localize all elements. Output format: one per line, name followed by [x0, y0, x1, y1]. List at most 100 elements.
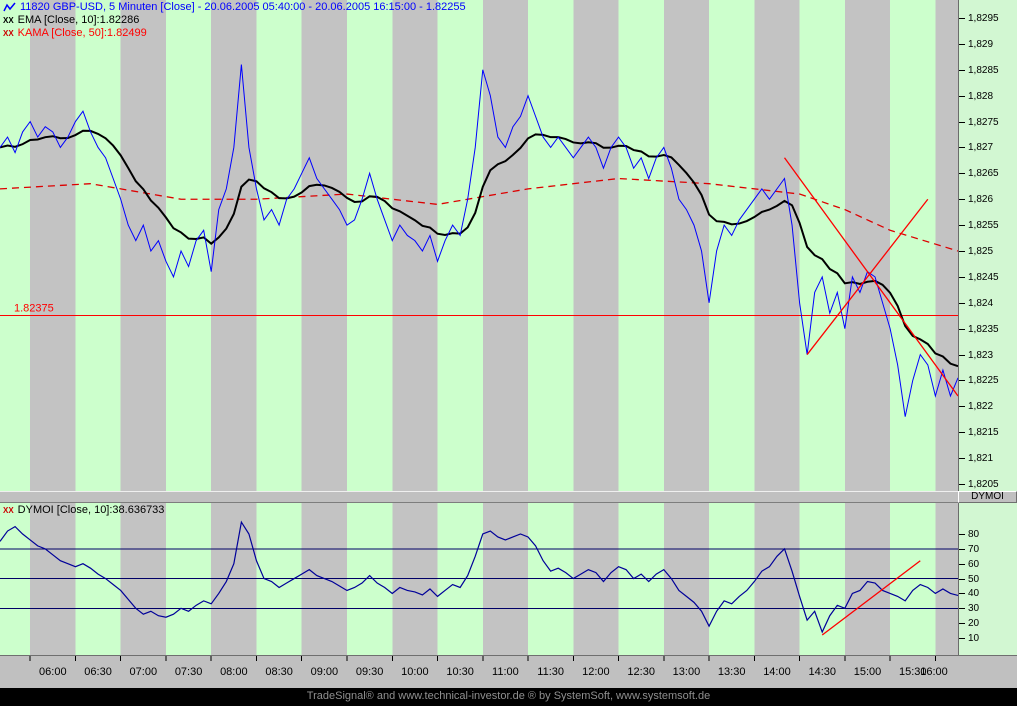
svg-text:13:30: 13:30	[718, 666, 746, 678]
svg-text:10:30: 10:30	[446, 666, 474, 678]
svg-text:09:30: 09:30	[356, 666, 384, 678]
svg-text:08:30: 08:30	[265, 666, 293, 678]
svg-text:12:00: 12:00	[582, 666, 610, 678]
svg-text:07:30: 07:30	[175, 666, 203, 678]
legend-ema-label: EMA [Close, 10]:1.82286	[17, 14, 140, 26]
axis-label: 1,8215	[968, 427, 999, 439]
price-axis[interactable]: 1,8295 1,829 1,8285 1,828 1,8275 1,827 1,8265 1…	[958, 0, 1017, 491]
axis-tick	[959, 276, 965, 278]
axis-tick	[959, 328, 965, 330]
axis-label: 50	[968, 573, 980, 585]
axis-label: 1,821	[968, 453, 994, 465]
axis-label: 80	[968, 529, 980, 540]
axis-tick	[959, 593, 965, 595]
axis-label: 1,825	[968, 246, 994, 257]
axis-label: 1,826	[968, 194, 994, 206]
axis-tick	[959, 623, 965, 625]
legend-dymoi-label: DYMOI [Close, 10]:38.636733	[17, 504, 165, 516]
axis-label: 60	[968, 558, 980, 570]
watermark-bar: TradeSignal® and www.technical-investor.…	[0, 688, 1017, 706]
axis-label: 1,8265	[968, 168, 999, 180]
axis-label: 1,8275	[968, 116, 999, 128]
axis-tick	[959, 69, 965, 71]
axis-tick	[959, 380, 965, 382]
axis-tick	[959, 302, 965, 304]
axis-label: 1,8295	[968, 13, 999, 24]
axis-tick	[959, 563, 965, 565]
axis-tick	[959, 432, 965, 434]
axis-tick	[959, 18, 965, 19]
axis-label: 1,823	[968, 349, 994, 361]
axis-label: 1,8235	[968, 323, 999, 335]
axis-tick	[959, 548, 965, 550]
svg-text:14:00: 14:00	[763, 666, 791, 678]
legend-dymoi-row[interactable]: XX DYMOI [Close, 10]:38.636733	[3, 504, 164, 517]
axis-tick	[959, 608, 965, 610]
axis-tick	[959, 251, 965, 252]
axis-label: 40	[968, 588, 980, 600]
svg-text:11:00: 11:00	[492, 666, 519, 678]
axis-tick	[959, 406, 965, 408]
axis-label: 1,829	[968, 38, 994, 50]
svg-text:15:00: 15:00	[854, 666, 882, 678]
svg-text:13:00: 13:00	[673, 666, 701, 678]
dymoi-header-label: DYMOI	[971, 491, 1004, 502]
axis-label: 1,8255	[968, 220, 999, 232]
axis-tick	[959, 199, 965, 201]
axis-tick	[959, 121, 965, 123]
axis-tick	[959, 354, 965, 356]
svg-text:16:00: 16:00	[920, 666, 948, 678]
dymoi-panel-header[interactable]: DYMOI	[958, 491, 1017, 503]
axis-label: 1,8205	[968, 479, 999, 490]
axis-label: 1,824	[968, 297, 994, 309]
legend-ema-row[interactable]: XX EMA [Close, 10]:1.82286	[3, 14, 466, 27]
svg-text:12:30: 12:30	[627, 666, 655, 678]
axis-label: 1,8225	[968, 375, 999, 387]
panel-splitter[interactable]	[0, 491, 958, 503]
dymoi-series-icon: XX	[3, 506, 14, 515]
svg-text:07:00: 07:00	[130, 666, 158, 678]
axis-label: 1,822	[968, 401, 994, 413]
axis-label: 1,828	[968, 90, 994, 102]
chart-title: 11820 GBP-USD, 5 Minuten [Close] - 20.06…	[20, 1, 466, 13]
axis-label: 70	[968, 543, 980, 555]
dymoi-legend: XX DYMOI [Close, 10]:38.636733	[3, 504, 164, 517]
line-chart-icon	[3, 2, 16, 12]
watermark-text: TradeSignal® and www.technical-investor.…	[306, 690, 711, 702]
axis-tick	[959, 638, 965, 639]
svg-text:15:30: 15:30	[899, 666, 927, 678]
kama-series-icon: XX	[3, 29, 14, 38]
price-legend: 11820 GBP-USD, 5 Minuten [Close] - 20.06…	[3, 1, 466, 40]
svg-text:06:00: 06:00	[39, 666, 67, 678]
time-axis[interactable]: 06:00 06:30 07:00 07:30 08:00 08:30 09:00 09:30…	[0, 655, 1017, 688]
axis-tick	[959, 225, 965, 227]
axis-tick	[959, 147, 965, 149]
ema-series-icon: XX	[3, 16, 14, 25]
price-chart-panel[interactable]: 1.82375 11820 GBP-USD, 5 Minuten [Close]…	[0, 0, 958, 491]
axis-label: 1,827	[968, 142, 994, 154]
axis-tick	[959, 43, 965, 45]
svg-text:1.82375: 1.82375	[14, 303, 54, 315]
dymoi-chart-panel[interactable]: XX DYMOI [Close, 10]:38.636733	[0, 503, 958, 655]
legend-kama-row[interactable]: XX KAMA [Close, 50]:1.82499	[3, 27, 466, 40]
svg-text:11:30: 11:30	[537, 666, 564, 678]
svg-text:09:00: 09:00	[311, 666, 339, 678]
legend-kama-label: KAMA [Close, 50]:1.82499	[17, 27, 147, 39]
axis-label: 20	[968, 618, 980, 630]
axis-tick	[959, 458, 965, 460]
axis-label: 10	[968, 633, 980, 644]
axis-label: 30	[968, 603, 980, 615]
axis-tick	[959, 484, 965, 485]
svg-text:08:00: 08:00	[220, 666, 248, 678]
axis-label: 1,8285	[968, 64, 999, 76]
axis-tick	[959, 95, 965, 97]
chart-title-row[interactable]: 11820 GBP-USD, 5 Minuten [Close] - 20.06…	[3, 1, 466, 14]
axis-tick	[959, 534, 965, 535]
axis-label: 1,8245	[968, 271, 999, 283]
svg-text:10:00: 10:00	[401, 666, 429, 678]
axis-tick	[959, 173, 965, 175]
dymoi-axis[interactable]: 80 70 60 50 40 30 20 10	[958, 503, 1017, 655]
axis-tick	[959, 578, 965, 580]
svg-text:06:30: 06:30	[84, 666, 112, 678]
